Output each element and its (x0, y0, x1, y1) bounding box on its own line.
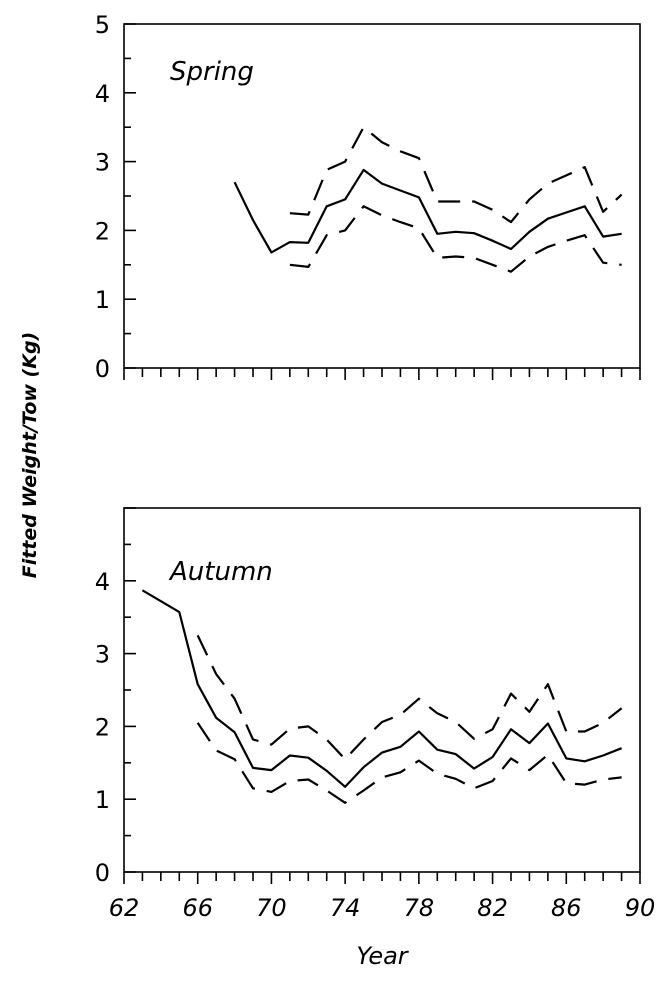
fitted-series-line (233, 168, 622, 254)
fitted-series-line (141, 589, 623, 788)
spring-panel: 0 1 2 3 4 5 Spring (95, 11, 641, 383)
panel-label: Autumn (168, 557, 273, 587)
x-tick-label: 78 (404, 894, 435, 922)
y-tick-label: 2 (95, 713, 110, 741)
upper-bound-line (289, 126, 623, 224)
y-tick-label: 4 (95, 568, 110, 596)
y-tick-label: 3 (95, 149, 110, 177)
x-axis-title: Year (356, 942, 409, 970)
lower-bound-line (196, 722, 622, 804)
x-tick-label: 70 (256, 894, 287, 922)
y-axis-label: Fitted Weight/Tow (Kg) (19, 332, 41, 578)
y-tick-label: 4 (95, 80, 110, 108)
y-tick-label: 3 (95, 641, 110, 669)
panel-label: Spring (170, 57, 254, 87)
lower-bound-line (289, 205, 622, 273)
x-tick-label: 90 (625, 894, 656, 922)
x-tick-label: 62 (109, 894, 140, 922)
y-tick-label: 0 (95, 859, 110, 887)
autumn-panel: 0 1 2 3 4 62 66 70 74 78 82 86 90 Year Autumn (95, 507, 656, 970)
y-tick-label: 0 (95, 355, 110, 383)
y-tick-label: 5 (95, 11, 110, 39)
upper-bound-line (196, 634, 623, 761)
x-tick-label: 86 (551, 894, 582, 922)
y-tick-label: 1 (95, 286, 110, 314)
x-tick-label: 82 (477, 894, 508, 922)
x-tick-label: 66 (182, 894, 213, 922)
y-tick-label: 1 (95, 786, 110, 814)
y-tick-label: 2 (95, 217, 110, 245)
x-tick-label: 74 (330, 894, 361, 922)
